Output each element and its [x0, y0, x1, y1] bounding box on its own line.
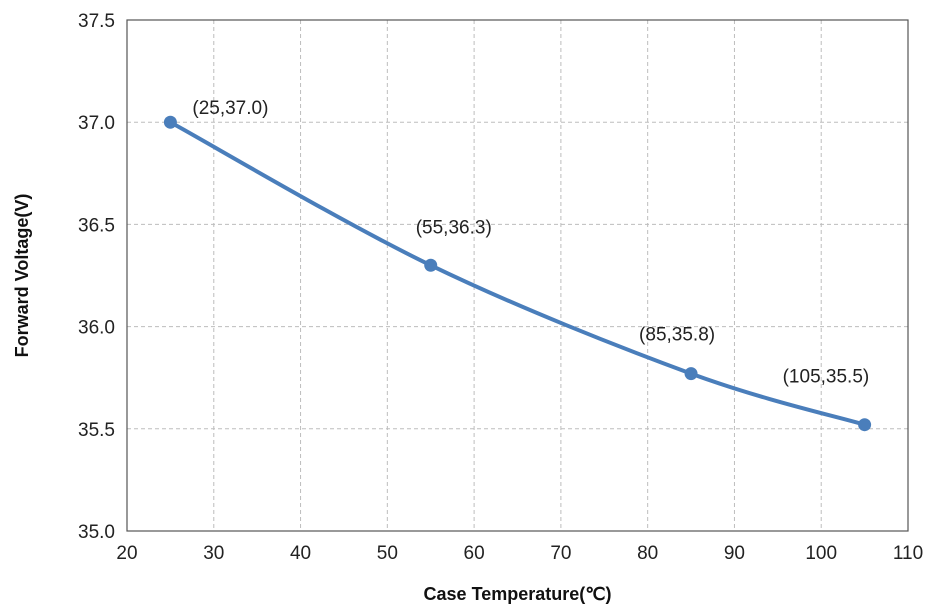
y-tick-label: 36.5	[78, 215, 115, 236]
data-label: (105,35.5)	[783, 367, 870, 388]
x-tick-label: 30	[203, 543, 224, 564]
data-label: (25,37.0)	[192, 98, 268, 119]
x-tick-label: 100	[805, 543, 837, 564]
data-label: (85,35.8)	[639, 325, 715, 346]
series-layer	[163, 115, 872, 432]
x-tick-label: 40	[290, 543, 311, 564]
x-axis-ticks: 20 30 40 50 60 70 80 90 100 110	[116, 543, 923, 564]
y-tick-label: 36.0	[78, 318, 115, 339]
y-tick-label: 37.5	[78, 11, 115, 32]
x-tick-label: 70	[550, 543, 571, 564]
y-tick-label: 35.0	[78, 522, 115, 543]
x-tick-label: 110	[893, 543, 923, 564]
y-tick-label: 35.5	[78, 420, 115, 441]
data-point-marker	[684, 367, 698, 381]
x-tick-label: 20	[116, 543, 137, 564]
x-tick-label: 50	[377, 543, 398, 564]
plot-area-frame	[126, 19, 909, 532]
data-labels: (25,37.0) (55,36.3) (85,35.8) (105,35.5)	[192, 98, 869, 388]
data-label: (55,36.3)	[416, 217, 492, 238]
series-line	[168, 120, 867, 427]
data-point-marker	[424, 258, 438, 272]
x-tick-label: 90	[724, 543, 745, 564]
data-point-marker	[858, 418, 872, 432]
y-tick-label: 37.0	[78, 113, 115, 134]
grid	[127, 20, 908, 531]
data-point-marker	[163, 115, 177, 129]
x-tick-label: 60	[464, 543, 485, 564]
x-axis-title: Case Temperature(℃)	[424, 584, 612, 604]
y-axis-title: Forward Voltage(V)	[12, 194, 32, 358]
y-axis-ticks: 35.0 35.5 36.0 36.5 37.0 37.5	[78, 11, 115, 543]
x-tick-label: 80	[637, 543, 658, 564]
